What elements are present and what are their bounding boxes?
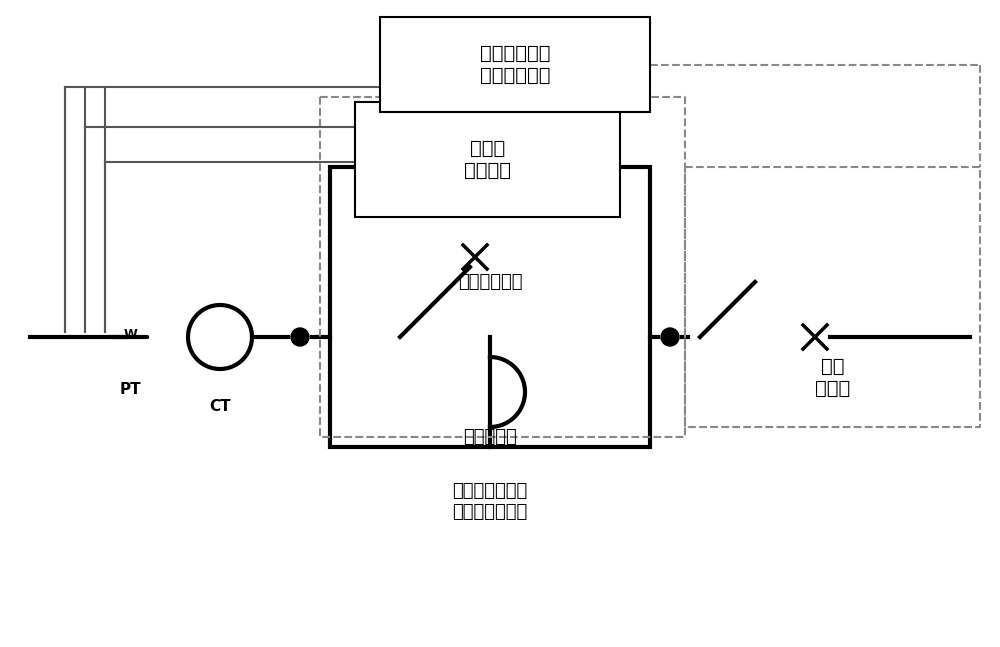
Text: 线路
断路器: 线路 断路器 (815, 356, 850, 397)
Circle shape (291, 328, 309, 346)
Text: 限流电抗器: 限流电抗器 (463, 428, 517, 446)
Circle shape (661, 328, 679, 346)
Text: 快速真快开关: 快速真快开关 (458, 273, 522, 291)
Text: W: W (123, 329, 137, 342)
FancyBboxPatch shape (380, 17, 650, 112)
Text: 一体化集成的快
速开关型限流器: 一体化集成的快 速开关型限流器 (452, 482, 528, 521)
Text: 电力系统继电
保护控制系统: 电力系统继电 保护控制系统 (480, 44, 550, 85)
Text: 限流器
控制系统: 限流器 控制系统 (464, 139, 511, 180)
Text: CT: CT (209, 399, 231, 414)
FancyBboxPatch shape (355, 102, 620, 217)
Text: PT: PT (119, 382, 141, 397)
